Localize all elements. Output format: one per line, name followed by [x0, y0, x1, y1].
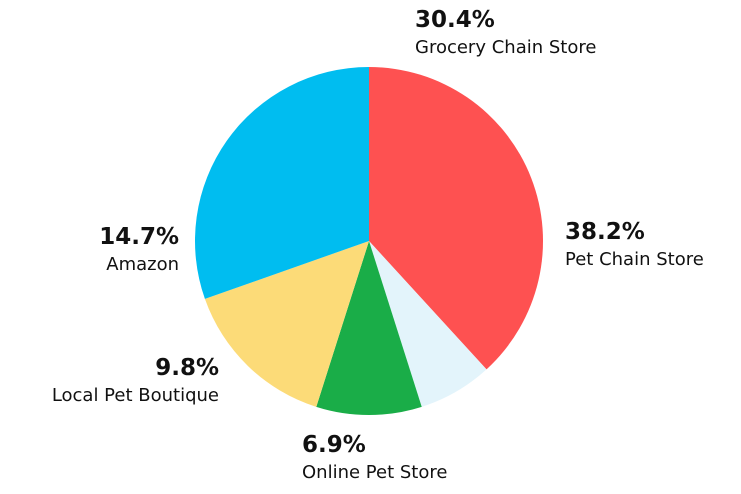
slice-label-online-pet-store: 6.9% Online Pet Store: [302, 430, 447, 486]
slice-label-local-pet-boutique: 9.8% Local Pet Boutique: [52, 353, 219, 409]
slice-label-pet-chain-store: 38.2% Pet Chain Store: [565, 217, 704, 273]
slice-label-amazon: 14.7% Amazon: [99, 222, 179, 278]
pie-slice-pet-chain-store: [369, 67, 544, 370]
pie-slice-online-pet-store: [369, 241, 487, 407]
slice-percent-local-pet-boutique: 9.8%: [155, 355, 219, 381]
slice-percent-grocery-chain-store: 30.4%: [415, 7, 495, 33]
slice-percent-online-pet-store: 6.9%: [302, 432, 366, 458]
slice-name-amazon: Amazon: [106, 254, 179, 275]
slice-name-online-pet-store: Online Pet Store: [302, 462, 448, 483]
slice-name-grocery-chain-store: Grocery Chain Store: [415, 37, 597, 58]
slice-name-local-pet-boutique: Local Pet Boutique: [51, 385, 219, 406]
pie-slice-amazon: [204, 241, 369, 407]
slice-label-grocery-chain-store: 30.4% Grocery Chain Store: [415, 5, 596, 61]
pie-slice-local-pet-boutique: [316, 241, 422, 416]
pie-slice-grocery-chain-store: [195, 67, 369, 299]
slice-name-pet-chain-store: Pet Chain Store: [565, 249, 704, 270]
slice-percent-pet-chain-store: 38.2%: [565, 219, 645, 245]
slice-percent-amazon: 14.7%: [99, 224, 179, 250]
